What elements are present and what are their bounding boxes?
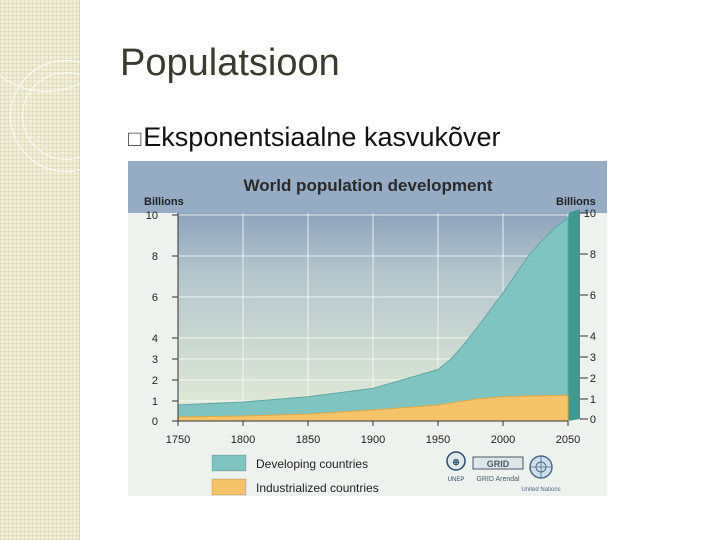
unep-logo: ⊕ UNEP bbox=[446, 451, 466, 483]
svg-text:GRID: GRID bbox=[487, 459, 510, 469]
x-tick-label: 2050 bbox=[556, 434, 580, 446]
grid-arendal-logo: GRID GRID Arendal bbox=[472, 456, 524, 483]
y-tick-label-left: 8 bbox=[152, 251, 158, 263]
chart-svg: World population development Billions Bi… bbox=[128, 161, 607, 496]
y-tick-label-right: 0 bbox=[590, 414, 596, 426]
x-tick-label: 1750 bbox=[166, 434, 190, 446]
bullet-item: □Eksponentsiaalne kasvukõver bbox=[128, 122, 501, 153]
y-tick-label-left: 10 bbox=[146, 210, 158, 222]
y-tick-label-right: 2 bbox=[590, 373, 596, 385]
y-tick-label-left: 2 bbox=[152, 375, 158, 387]
decorative-sidebar bbox=[0, 0, 122, 540]
bullet-text: Eksponentsiaalne kasvukõver bbox=[143, 122, 501, 152]
chart-header-band bbox=[128, 161, 607, 213]
legend-label: Industrialized countries bbox=[256, 481, 379, 495]
logo-label-grid-arendal: GRID Arendal bbox=[476, 476, 520, 483]
y-tick-label-left: 1 bbox=[152, 396, 158, 408]
un-logo: United Nations bbox=[521, 455, 561, 493]
decorative-circle bbox=[22, 72, 110, 160]
y-tick-label-right: 1 bbox=[590, 394, 596, 406]
legend-swatch bbox=[211, 478, 247, 496]
x-tick-label: 1800 bbox=[231, 434, 255, 446]
y-tick-label-right: 4 bbox=[590, 331, 596, 343]
logo-label-unep: UNEP bbox=[448, 477, 465, 483]
series-area-developing bbox=[177, 216, 569, 422]
y-axis-label-left: Billions bbox=[144, 196, 184, 208]
chart-title: World population development bbox=[243, 176, 492, 195]
y-tick-label-left: 0 bbox=[152, 416, 158, 428]
plot-side-face bbox=[568, 209, 580, 421]
svg-text:⊕: ⊕ bbox=[452, 457, 460, 467]
legend-swatch bbox=[211, 454, 247, 472]
legend-label: Developing countries bbox=[256, 457, 368, 471]
y-tick-label-left: 6 bbox=[152, 292, 158, 304]
y-tick-label-right: 3 bbox=[590, 352, 596, 364]
x-tick-label: 1850 bbox=[296, 434, 320, 446]
logo-label-un: United Nations bbox=[521, 487, 560, 493]
population-chart: World population development Billions Bi… bbox=[128, 161, 607, 496]
decorative-circle bbox=[10, 60, 122, 172]
slide-title: Populatsioon bbox=[120, 42, 340, 84]
y-tick-label-right: 10 bbox=[584, 208, 596, 220]
y-tick-label-right: 8 bbox=[590, 249, 596, 261]
y-axis-label-right: Billions bbox=[556, 196, 596, 208]
x-tick-label: 1950 bbox=[426, 434, 450, 446]
y-tick-label-left: 3 bbox=[152, 354, 158, 366]
y-tick-label-left: 4 bbox=[152, 333, 158, 345]
x-tick-label: 2000 bbox=[491, 434, 515, 446]
x-tick-label: 1900 bbox=[361, 434, 385, 446]
series-area-industrialized bbox=[177, 394, 569, 422]
logos: ⊕ UNEP GRID GRID Arendal United Nations bbox=[446, 451, 561, 493]
y-tick-label-right: 6 bbox=[590, 290, 596, 302]
box-bullet-icon: □ bbox=[128, 126, 142, 151]
